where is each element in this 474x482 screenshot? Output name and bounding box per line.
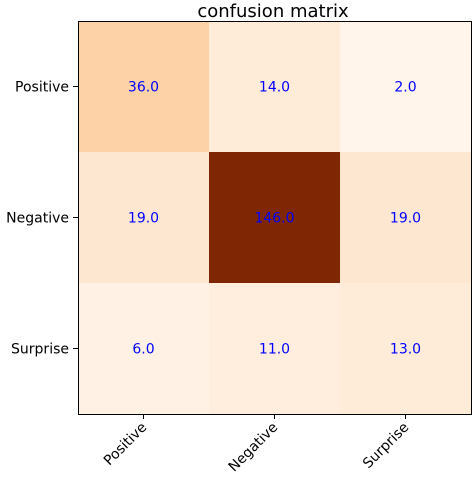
heatmap-cell-1-1 [209,152,341,284]
cell-value-label-2-2: 13.0 [390,342,421,358]
cell-value-label-1-1: 146.0 [254,211,294,227]
x-tick-label-positive: Positive [101,420,150,469]
y-tick-label-surprise: Surprise [11,342,69,358]
heatmap-cell-1-2 [340,152,472,284]
chart-title: confusion matrix [197,1,349,22]
heatmap-cell-2-0 [78,283,210,415]
cell-value-label-0-0: 36.0 [128,80,159,96]
cell-value-label-0-1: 14.0 [259,80,290,96]
x-tick-label-surprise: Surprise [360,420,412,472]
y-tick-label-negative: Negative [6,211,69,227]
y-axis-ticks: Positive Negative Surprise [6,80,78,358]
cell-value-label-2-1: 11.0 [259,342,290,358]
cell-value-label-1-2: 19.0 [390,211,421,227]
cell-value-label-2-0: 6.0 [132,342,154,358]
heatmap-cells [78,21,472,415]
cell-value-label-1-0: 19.0 [128,211,159,227]
heatmap-cell-2-1 [209,283,341,415]
x-axis-ticks: Positive Negative Surprise [101,414,412,475]
heatmap-cell-0-2 [340,21,472,153]
cell-value-label-0-2: 2.0 [394,80,416,96]
heatmap-cell-0-0 [78,21,210,153]
heatmap-cell-2-2 [340,283,472,415]
x-tick-label-negative: Negative [226,420,282,476]
heatmap-cell-1-0 [78,152,210,284]
heatmap-cell-labels: 36.0 14.0 2.0 19.0 146.0 19.0 6.0 11.0 13.0 [128,80,421,358]
heatmap-cell-0-1 [209,21,341,153]
y-tick-label-positive: Positive [15,80,69,96]
